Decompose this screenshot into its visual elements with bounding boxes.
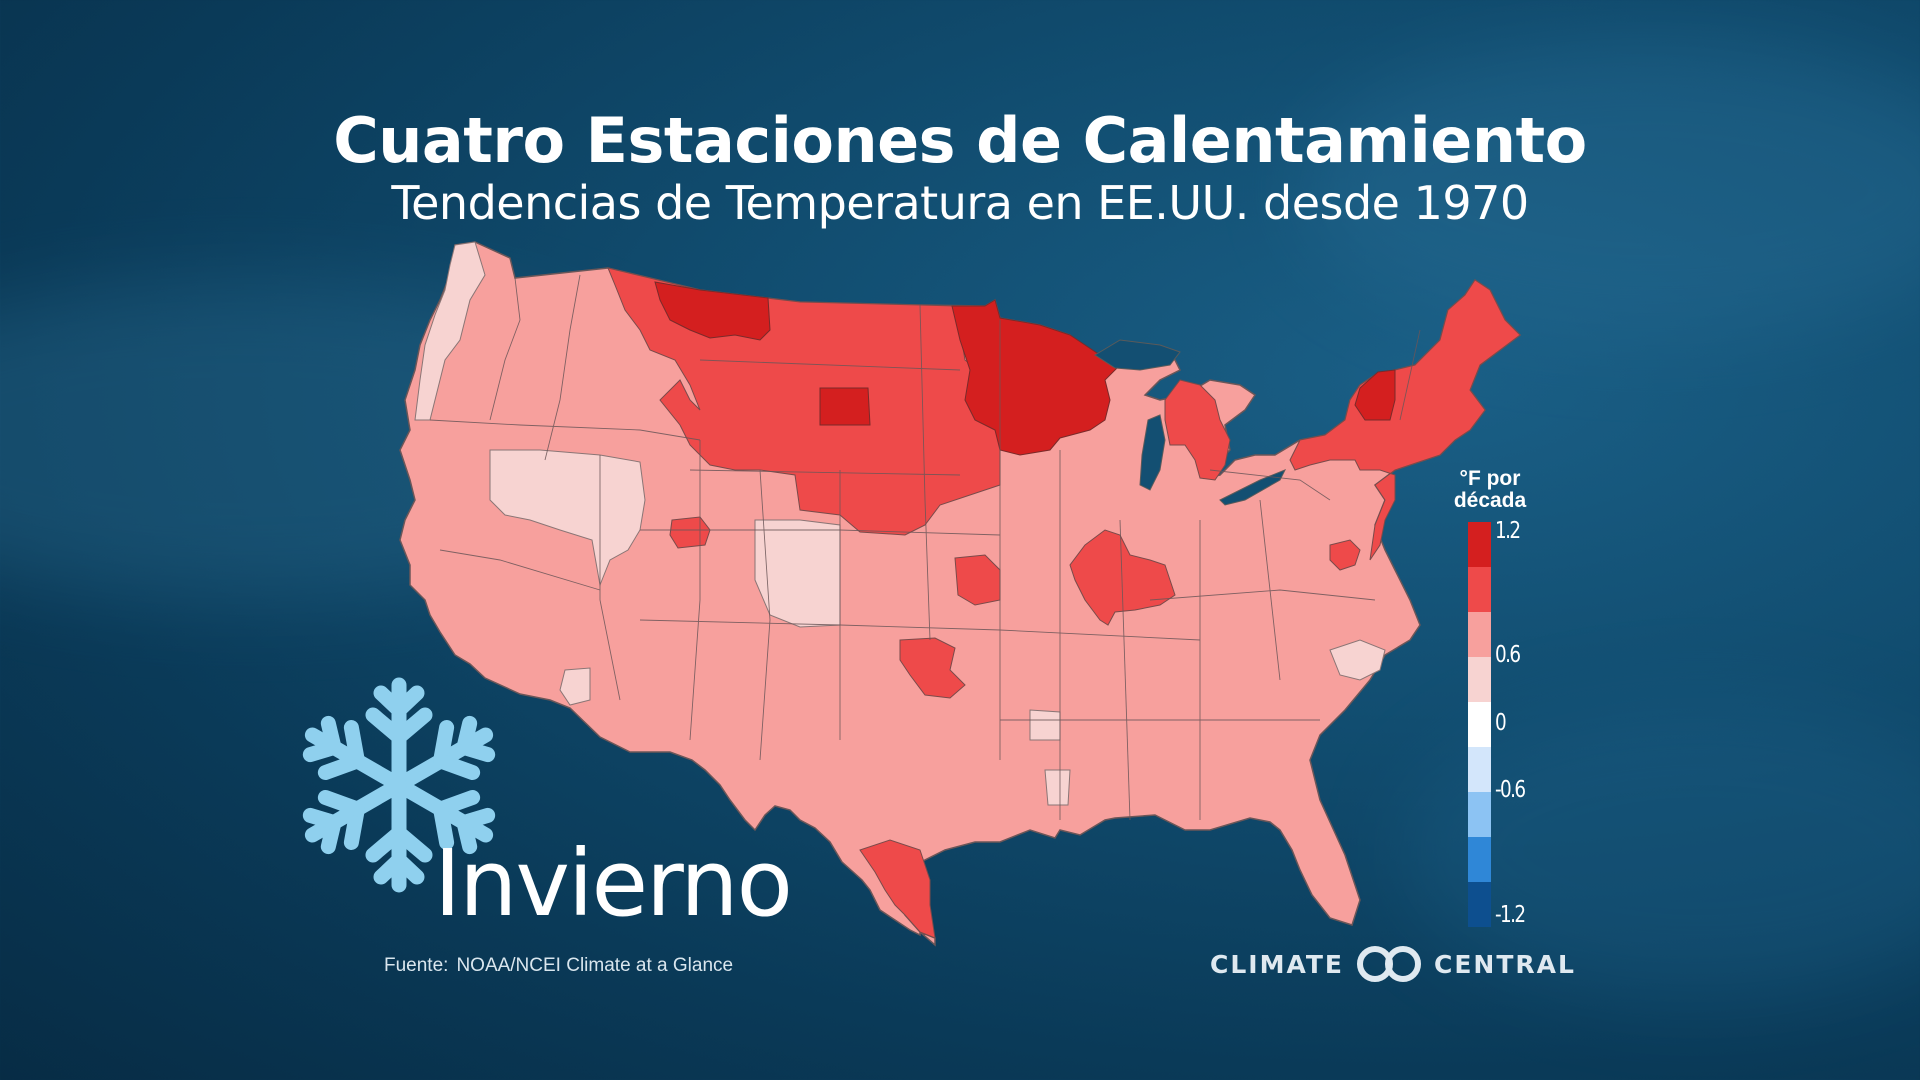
legend-swatch	[1468, 882, 1491, 927]
page-subtitle: Tendencias de Temperatura en EE.UU. desd…	[391, 176, 1529, 230]
lake-superior	[1094, 339, 1181, 371]
legend-swatch	[1468, 747, 1491, 792]
legend-tick-label: -1.2	[1495, 902, 1526, 928]
region-louisiana	[1044, 769, 1071, 806]
legend-tick-label: 1.2	[1495, 518, 1521, 544]
division-borders	[429, 274, 1421, 821]
climate-central-logo: CLIMATE CENTRAL	[1210, 942, 1576, 986]
snowflake-icon	[294, 677, 504, 900]
legend-swatch	[1468, 657, 1491, 702]
region-new-england	[1289, 279, 1521, 561]
legend-tick-label: 0.6	[1495, 642, 1521, 668]
region-colorado-east	[754, 519, 841, 628]
region-arizona-west	[559, 667, 591, 706]
source-label: Fuente:	[384, 955, 449, 976]
legend-color-bar	[1468, 522, 1491, 927]
region-mississippi	[1029, 709, 1061, 741]
legend-swatch	[1468, 702, 1491, 747]
logo-text-left: CLIMATE	[1210, 949, 1344, 979]
legend-swatch	[1468, 792, 1491, 837]
logo-text-right: CENTRAL	[1434, 949, 1576, 979]
great-lakes	[1094, 339, 1287, 506]
region-illinois-indiana	[1069, 529, 1176, 626]
region-utah-east	[669, 516, 711, 549]
region-montana-north	[654, 281, 771, 341]
trend-class-1.2	[654, 281, 1396, 456]
legend-swatch	[1468, 837, 1491, 882]
source-credit: Fuente: NOAA/NCEI Climate at a Glance	[384, 955, 733, 977]
source-value: NOAA/NCEI Climate at a Glance	[456, 955, 734, 976]
season-label: Invierno	[434, 830, 793, 937]
legend-tick-label: 0	[1495, 710, 1507, 736]
legend-swatch	[1468, 567, 1491, 612]
region-maryland	[1329, 539, 1361, 571]
legend-title: °F por década	[1440, 468, 1540, 512]
legend-title-line2: década	[1453, 489, 1527, 512]
trend-class-0.3	[414, 241, 1386, 806]
region-south-dakota-west	[819, 387, 871, 426]
region-texas-south	[859, 839, 936, 939]
region-dakota-minnesota	[951, 299, 1142, 456]
background-swirl	[1300, 40, 1920, 340]
climate-central-logo-icon	[1357, 946, 1421, 982]
region-new-york-north	[1354, 369, 1396, 421]
region-nevada-utah	[489, 449, 646, 587]
region-michigan	[1164, 379, 1231, 481]
lake-erie	[1219, 469, 1287, 506]
legend-title-line1: °F por	[1459, 467, 1521, 490]
region-oklahoma-east	[899, 637, 966, 699]
legend-swatch	[1468, 612, 1491, 657]
legend-swatch	[1468, 522, 1491, 567]
legend-tick-label: -0.6	[1495, 777, 1526, 803]
lake-michigan	[1139, 414, 1166, 491]
page-title: Cuatro Estaciones de Calentamiento	[333, 104, 1587, 177]
region-south-carolina-coast	[1329, 639, 1386, 681]
